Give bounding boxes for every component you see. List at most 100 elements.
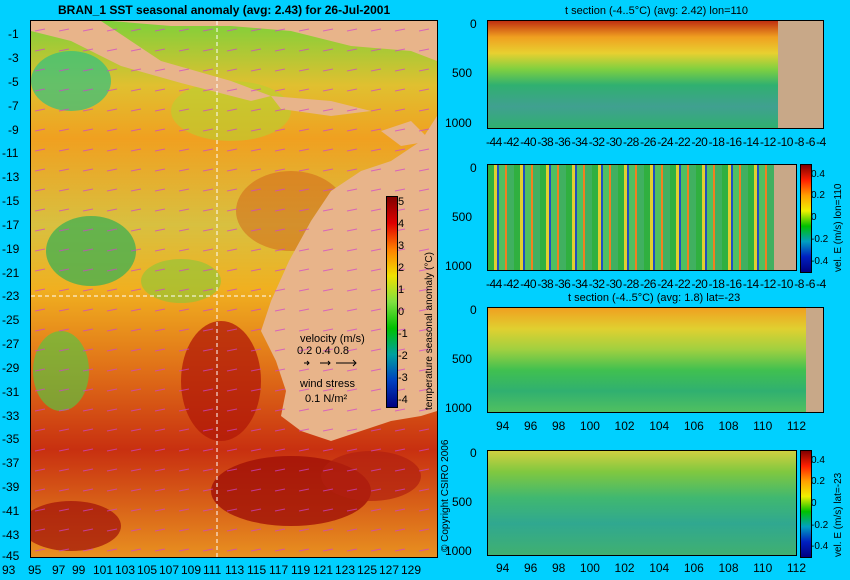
y-tick: -31 (2, 385, 20, 399)
y-tick: 1000 (445, 401, 472, 415)
y-tick: 0 (470, 446, 477, 460)
colorbar-tick: -0.2 (811, 234, 829, 245)
x-tick: 127 (379, 563, 400, 577)
colorbar-tick: 0 (811, 212, 817, 223)
panel4-section[interactable] (487, 450, 797, 556)
x-tick: 93 (2, 563, 16, 577)
panel2-x-axis: -44 -42 -40 -38 -36 -34 -32 -30 -28 -26 … (486, 277, 826, 291)
y-tick: -11 (2, 146, 19, 160)
x-tick: 113 (225, 563, 245, 577)
panel3-title: t section (-4..5°C) (avg: 1.8) lat=-23 (568, 292, 741, 304)
colorbar-tick: -2 (398, 350, 408, 362)
x-tick: -18 (708, 135, 725, 149)
panel2-land (774, 165, 796, 270)
x-tick: -12 (760, 277, 776, 291)
sst-colorbar-label: temperature seasonal anomaly (°C) (424, 252, 435, 410)
x-tick: -20 (691, 135, 708, 149)
wind-stress-label: wind stress (300, 378, 356, 390)
panel4-x-axis: 94 96 98 100 102 104 106 108 110 112 (496, 561, 806, 575)
velocity-legend-label: velocity (m/s) (300, 333, 365, 345)
y-tick: -9 (8, 123, 19, 137)
x-tick: -34 (571, 135, 588, 149)
y-tick: -45 (2, 549, 20, 563)
x-tick: 100 (579, 419, 600, 433)
colorbar-tick: 0 (811, 498, 817, 509)
colorbar-tick: -4 (398, 394, 408, 406)
colorbar-tick: -0.2 (811, 520, 829, 531)
y-tick: 0 (470, 303, 477, 317)
x-tick: 106 (683, 419, 704, 433)
y-tick: -35 (2, 432, 20, 446)
y-tick: 500 (452, 210, 473, 224)
x-tick: 102 (614, 561, 635, 575)
x-tick: -32 (588, 135, 605, 149)
velocity-arrows-icon (304, 359, 357, 367)
velocity-legend-values: 0.2 0.4 0.8 (297, 345, 349, 357)
sst-anomaly-map[interactable] (30, 20, 438, 558)
x-tick: -24 (657, 135, 674, 149)
x-tick: -14 (742, 135, 759, 149)
x-tick: 110 (753, 419, 773, 433)
y-tick: -27 (2, 337, 20, 351)
x-tick: 115 (247, 563, 267, 577)
x-tick: -30 (605, 277, 622, 291)
x-tick: -28 (623, 135, 639, 149)
y-tick: -43 (2, 528, 20, 542)
panel1-title: t section (-4..5°C) (avg: 2.42) lon=110 (565, 5, 749, 17)
x-tick: 94 (496, 561, 510, 575)
x-tick: -36 (554, 277, 571, 291)
colorbar-tick: -3 (398, 372, 408, 384)
panel4-colorbar (800, 450, 812, 558)
x-tick: -10 (777, 135, 793, 149)
y-tick: 1000 (445, 544, 472, 558)
x-tick: -32 (588, 277, 605, 291)
x-tick: -44 (486, 135, 502, 149)
x-tick: -30 (605, 135, 622, 149)
x-tick: 117 (269, 563, 289, 577)
x-tick: 100 (579, 561, 600, 575)
x-tick: 102 (614, 419, 635, 433)
x-tick: -38 (537, 135, 554, 149)
panel1-x-axis: -44 -42 -40 -38 -36 -34 -32 -30 -28 -26 … (486, 135, 826, 149)
x-tick: -14 (742, 277, 759, 291)
x-tick: -6 (805, 135, 815, 149)
x-tick: -26 (640, 135, 656, 149)
x-tick: -34 (571, 277, 588, 291)
sst-map-graphic (31, 21, 437, 557)
x-tick: 98 (551, 561, 566, 575)
y-tick: -29 (2, 361, 20, 375)
y-tick: 500 (452, 352, 473, 366)
x-tick: -40 (520, 135, 537, 149)
x-tick: 99 (72, 563, 86, 577)
x-tick: 97 (52, 563, 66, 577)
x-tick: -38 (537, 277, 554, 291)
x-tick: 119 (291, 563, 311, 577)
panel1-section[interactable] (487, 20, 824, 129)
x-tick: 125 (357, 563, 378, 577)
x-tick: -44 (486, 277, 502, 291)
sst-colorbar (386, 196, 398, 408)
x-tick: 101 (93, 563, 114, 577)
x-tick: 106 (683, 561, 704, 575)
panel3-section[interactable] (487, 307, 824, 413)
x-tick: 98 (551, 419, 566, 433)
x-tick: 103 (115, 563, 136, 577)
colorbar-tick: 2 (398, 262, 405, 274)
x-tick: -4 (816, 135, 826, 149)
panel4-colorbar-label: vel. E (m/s) lat=-23 (833, 472, 844, 557)
x-tick: 104 (649, 561, 670, 575)
y-tick: -7 (8, 99, 19, 113)
y-tick: -19 (2, 242, 20, 256)
x-tick: -24 (657, 277, 674, 291)
colorbar-tick: 0.4 (811, 169, 825, 180)
y-tick: 0 (470, 161, 477, 175)
panel1-land (778, 21, 823, 128)
panel3-land (806, 308, 823, 412)
y-tick: 500 (452, 495, 473, 509)
y-tick: 500 (452, 66, 473, 80)
x-tick: -8 (794, 277, 804, 291)
colorbar-tick: 0 (398, 306, 405, 318)
panel2-section[interactable] (487, 164, 797, 271)
y-tick: -1 (8, 27, 19, 41)
x-tick: 95 (28, 563, 42, 577)
